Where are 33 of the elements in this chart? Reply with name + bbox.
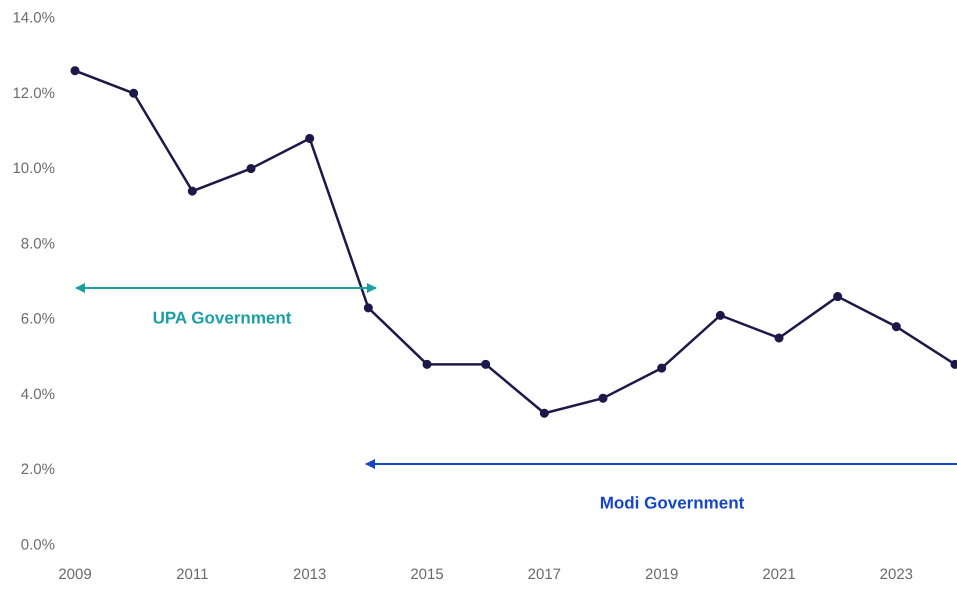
point bbox=[657, 364, 666, 373]
point bbox=[833, 292, 842, 302]
point bbox=[892, 322, 901, 332]
point bbox=[422, 360, 432, 369]
x-tick-label: 2011 bbox=[176, 566, 208, 583]
point bbox=[305, 134, 314, 143]
y-tick-label: 14.0% bbox=[12, 10, 55, 26]
y-tick-label: 0.0% bbox=[20, 536, 55, 554]
y-tick-label: 6.0% bbox=[20, 310, 55, 328]
y-tick-label: 12.0% bbox=[12, 84, 55, 102]
point bbox=[364, 303, 373, 312]
annotation: UPA Government bbox=[152, 308, 292, 328]
y-tick-label: 2.0% bbox=[20, 461, 55, 478]
x-tick-label: 2009 bbox=[58, 566, 92, 583]
x-tick-label: 2021 bbox=[762, 566, 796, 583]
x-tick-label: 2015 bbox=[410, 566, 444, 583]
x-tick-label: 2013 bbox=[292, 566, 326, 583]
x-tick-label: 2023 bbox=[880, 566, 914, 583]
point bbox=[540, 408, 549, 418]
point bbox=[774, 333, 784, 342]
y-tick-label: 8.0% bbox=[20, 235, 55, 252]
annotation: Modi Government bbox=[600, 494, 745, 512]
x-tick-label: 2019 bbox=[644, 566, 678, 583]
point bbox=[598, 394, 608, 403]
y-tick-label: 10.0% bbox=[12, 160, 55, 178]
point bbox=[246, 164, 256, 174]
point bbox=[129, 88, 138, 98]
point bbox=[70, 66, 80, 76]
y-tick-label: 4.0% bbox=[20, 386, 55, 403]
x-tick-label: 2017 bbox=[528, 566, 562, 583]
point bbox=[188, 186, 197, 196]
point bbox=[481, 360, 490, 369]
point bbox=[716, 310, 725, 320]
